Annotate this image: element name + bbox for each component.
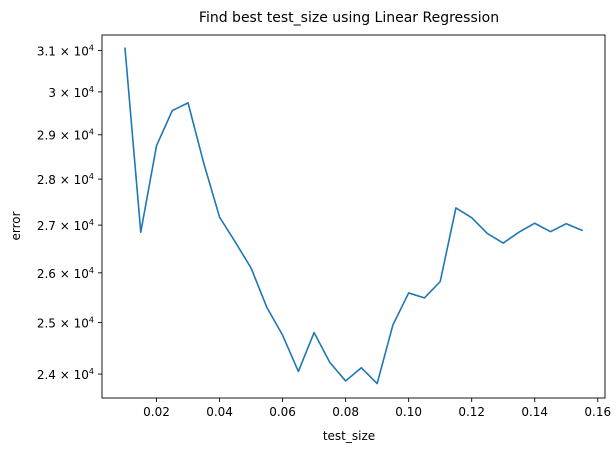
x-tick-label: 0.16	[584, 405, 611, 419]
chart-title: Find best test_size using Linear Regress…	[199, 10, 499, 26]
y-tick-label: 2.6 × 104	[37, 266, 94, 281]
y-tick-label: 2.5 × 104	[37, 315, 94, 330]
x-tick-label: 0.12	[458, 405, 485, 419]
x-tick-label: 0.02	[143, 405, 170, 419]
y-tick-label: 3 × 104	[48, 85, 94, 100]
y-tick-label: 2.9 × 104	[37, 128, 94, 143]
x-tick-label: 0.04	[206, 405, 233, 419]
x-axis: 0.02 0.04 0.06 0.08 0.10 0.12 0.14 0.16	[143, 398, 611, 419]
y-axis-label: error	[9, 211, 23, 240]
plot-frame	[101, 34, 606, 399]
x-tick-label: 0.14	[521, 405, 548, 419]
x-tick-label: 0.10	[395, 405, 422, 419]
x-tick-label: 0.08	[332, 405, 359, 419]
y-tick-label: 3.1 × 104	[37, 43, 94, 58]
series-line-0	[124, 47, 584, 385]
y-tick-label: 2.8 × 104	[37, 172, 94, 187]
plot-area	[101, 34, 606, 399]
y-axis: 2.4 × 104 2.5 × 104 2.6 × 104 2.7 × 104 2.8 …	[37, 43, 102, 382]
x-tick-label: 0.06	[269, 405, 296, 419]
y-tick-label: 2.7 × 104	[37, 218, 94, 233]
y-tick-label: 2.4 × 104	[37, 367, 94, 382]
x-axis-label: test_size	[323, 429, 375, 443]
